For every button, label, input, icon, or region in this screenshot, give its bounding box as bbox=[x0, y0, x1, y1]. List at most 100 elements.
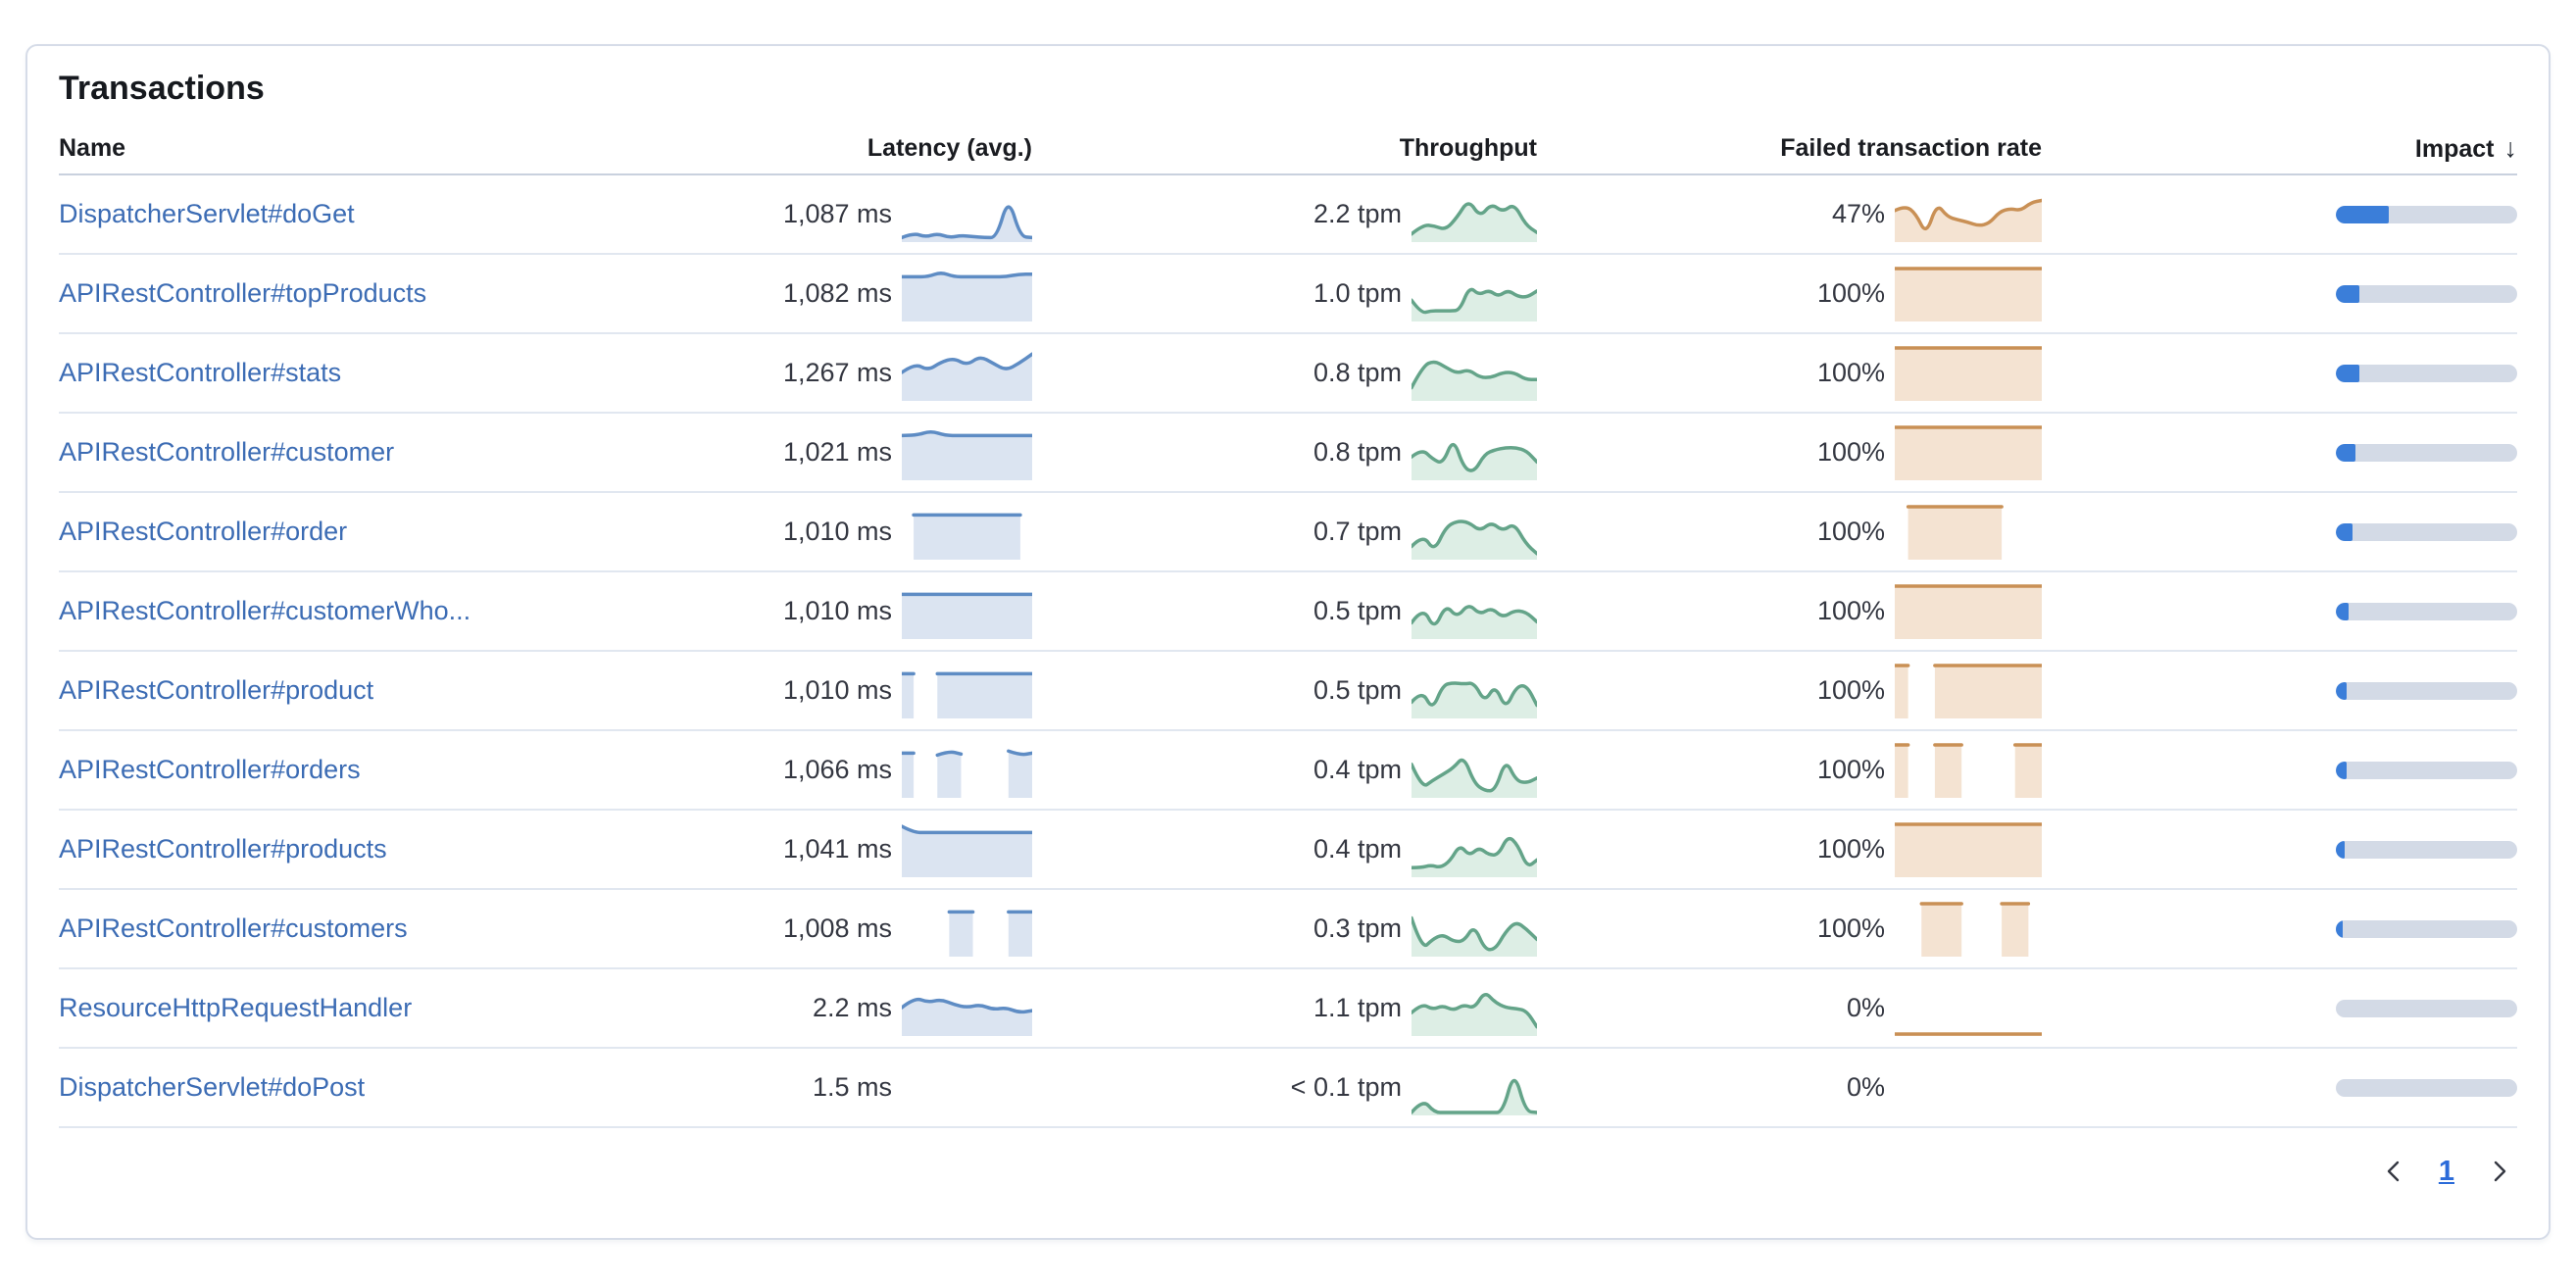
throughput-sparkline bbox=[1412, 505, 1537, 560]
name-cell: APIRestController#customers bbox=[59, 914, 760, 944]
failed-rate-value: 47% bbox=[1831, 199, 1885, 228]
name-cell: APIRestController#stats bbox=[59, 358, 760, 388]
throughput-sparkline bbox=[1412, 1061, 1537, 1115]
column-header-latency[interactable]: Latency (avg.) bbox=[867, 133, 1032, 162]
impact-bar-fill bbox=[2336, 284, 2360, 303]
throughput-value: 1.0 tpm bbox=[1313, 278, 1402, 308]
transaction-name-link[interactable]: APIRestController#orders bbox=[59, 755, 361, 784]
chevron-left-icon bbox=[2387, 1161, 2400, 1182]
throughput-sparkline bbox=[1412, 981, 1537, 1036]
table-row: APIRestController#products 1,041 ms 0.4 tp… bbox=[59, 811, 2517, 890]
latency-value: 2.2 ms bbox=[812, 993, 892, 1022]
failed-rate-sparkline bbox=[1895, 742, 2042, 798]
column-header-name[interactable]: Name bbox=[59, 133, 126, 162]
impact-cell bbox=[2042, 840, 2517, 859]
name-cell: APIRestController#products bbox=[59, 834, 760, 864]
impact-bar-fill bbox=[2336, 919, 2344, 938]
impact-cell bbox=[2042, 1078, 2517, 1097]
throughput-sparkline bbox=[1412, 902, 1537, 957]
pagination-page-1[interactable]: 1 bbox=[2438, 1155, 2454, 1187]
impact-bar bbox=[2336, 919, 2517, 938]
transaction-name-link[interactable]: APIRestController#customerWho... bbox=[59, 596, 471, 625]
throughput-value: 0.3 tpm bbox=[1313, 914, 1402, 943]
throughput-value: 0.8 tpm bbox=[1313, 437, 1402, 467]
failed-rate-sparkline bbox=[1895, 187, 2042, 242]
latency-value: 1,010 ms bbox=[782, 675, 892, 705]
throughput-sparkline bbox=[1412, 267, 1537, 321]
panel-title: Transactions bbox=[59, 70, 265, 107]
latency-value: 1,087 ms bbox=[782, 199, 892, 228]
column-header-throughput[interactable]: Throughput bbox=[1399, 133, 1537, 162]
transaction-name-link[interactable]: APIRestController#products bbox=[59, 834, 387, 864]
impact-cell bbox=[2042, 443, 2517, 462]
table-row: APIRestController#customers 1,008 ms 0.3 t… bbox=[59, 890, 2517, 969]
transaction-name-link[interactable]: DispatcherServlet#doGet bbox=[59, 199, 355, 228]
failed-rate-value: 100% bbox=[1816, 517, 1885, 546]
name-cell: APIRestController#order bbox=[59, 517, 760, 547]
failed-rate-sparkline bbox=[1895, 345, 2042, 401]
transaction-name-link[interactable]: APIRestController#customers bbox=[59, 914, 408, 943]
name-cell: DispatcherServlet#doGet bbox=[59, 199, 760, 229]
failed-rate-sparkline bbox=[1895, 583, 2042, 639]
impact-bar bbox=[2336, 522, 2517, 541]
table-row: APIRestController#stats 1,267 ms 0.8 tpm 10… bbox=[59, 334, 2517, 414]
name-cell: APIRestController#customer bbox=[59, 437, 760, 468]
pagination-next-button[interactable] bbox=[2482, 1155, 2515, 1188]
impact-bar bbox=[2336, 761, 2517, 779]
failed-rate-sparkline bbox=[1895, 901, 2042, 957]
impact-bar-fill bbox=[2336, 840, 2346, 859]
impact-cell bbox=[2042, 602, 2517, 620]
throughput-value: 0.4 tpm bbox=[1313, 755, 1402, 784]
name-cell: APIRestController#customerWho... bbox=[59, 596, 760, 626]
throughput-value: 0.5 tpm bbox=[1313, 675, 1402, 705]
name-cell: ResourceHttpRequestHandler bbox=[59, 993, 760, 1023]
failed-rate-value: 100% bbox=[1816, 755, 1885, 784]
throughput-sparkline bbox=[1412, 743, 1537, 798]
failed-rate-sparkline bbox=[1895, 504, 2042, 560]
impact-cell bbox=[2042, 364, 2517, 382]
table-row: DispatcherServlet#doPost 1.5 ms < 0.1 tpm 0… bbox=[59, 1049, 2517, 1128]
failed-rate-value: 100% bbox=[1816, 675, 1885, 705]
latency-value: 1,021 ms bbox=[782, 437, 892, 467]
impact-bar bbox=[2336, 602, 2517, 620]
table-row: APIRestController#customer 1,021 ms 0.8 tp… bbox=[59, 414, 2517, 493]
throughput-sparkline bbox=[1412, 425, 1537, 480]
throughput-sparkline bbox=[1412, 584, 1537, 639]
transaction-name-link[interactable]: APIRestController#order bbox=[59, 517, 348, 546]
table-header: Name Latency (avg.) Throughput Failed tr… bbox=[59, 123, 2517, 175]
table-row: APIRestController#order 1,010 ms 0.7 tpm 10… bbox=[59, 493, 2517, 572]
transaction-name-link[interactable]: APIRestController#topProducts bbox=[59, 278, 427, 308]
failed-rate-sparkline bbox=[1895, 1061, 2042, 1115]
throughput-value: 0.4 tpm bbox=[1313, 834, 1402, 864]
transaction-name-link[interactable]: ResourceHttpRequestHandler bbox=[59, 993, 413, 1022]
latency-value: 1,082 ms bbox=[782, 278, 892, 308]
failed-rate-value: 0% bbox=[1846, 993, 1885, 1022]
impact-bar bbox=[2336, 284, 2517, 303]
latency-sparkline bbox=[902, 822, 1032, 877]
pagination-prev-button[interactable] bbox=[2378, 1155, 2411, 1188]
table-body: DispatcherServlet#doGet 1,087 ms 2.2 tpm 47… bbox=[59, 175, 2517, 1128]
latency-value: 1,066 ms bbox=[782, 755, 892, 784]
throughput-sparkline bbox=[1412, 664, 1537, 718]
impact-cell bbox=[2042, 205, 2517, 223]
column-header-impact-label: Impact bbox=[2414, 134, 2495, 163]
latency-sparkline bbox=[902, 584, 1032, 639]
failed-rate-value: 100% bbox=[1816, 358, 1885, 387]
chevron-right-icon bbox=[2494, 1161, 2506, 1182]
failed-rate-sparkline bbox=[1895, 266, 2042, 321]
latency-value: 1,008 ms bbox=[782, 914, 892, 943]
column-header-failed-rate[interactable]: Failed transaction rate bbox=[1780, 133, 2042, 162]
failed-rate-sparkline bbox=[1895, 424, 2042, 480]
transactions-panel: Transactions Name Latency (avg.) Through… bbox=[25, 44, 2551, 1240]
latency-sparkline bbox=[902, 187, 1032, 242]
transaction-name-link[interactable]: APIRestController#product bbox=[59, 675, 374, 705]
latency-sparkline bbox=[902, 425, 1032, 480]
impact-bar-fill bbox=[2336, 364, 2360, 382]
column-header-impact[interactable]: Impact ↓ bbox=[2042, 133, 2517, 164]
table-row: ResourceHttpRequestHandler 2.2 ms 1.1 tpm 0… bbox=[59, 969, 2517, 1049]
latency-value: 1,010 ms bbox=[782, 517, 892, 546]
transaction-name-link[interactable]: DispatcherServlet#doPost bbox=[59, 1072, 366, 1102]
impact-bar bbox=[2336, 1078, 2517, 1097]
transaction-name-link[interactable]: APIRestController#customer bbox=[59, 437, 395, 467]
transaction-name-link[interactable]: APIRestController#stats bbox=[59, 358, 342, 387]
